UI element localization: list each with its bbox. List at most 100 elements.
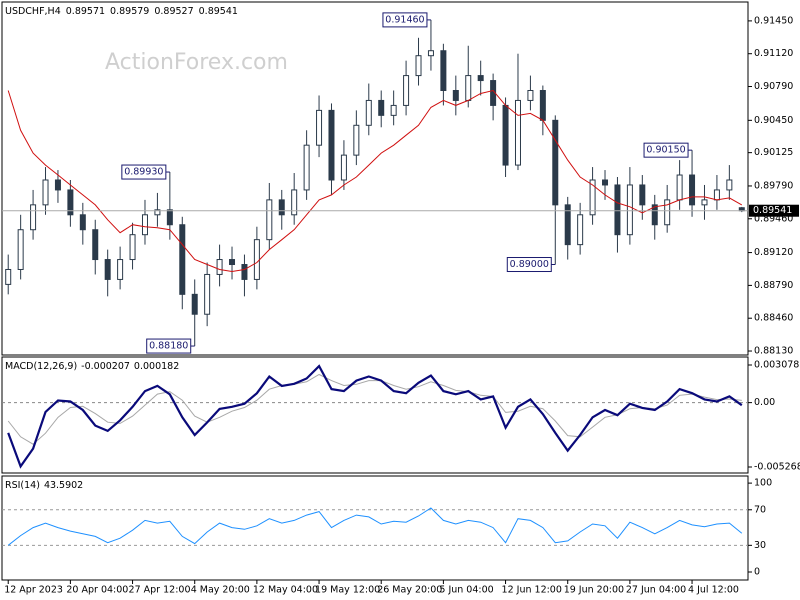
symbol: USDCHF,H4 <box>5 6 61 17</box>
pane-title: MACD(12,26,9) -0.000207 0.000182 <box>5 361 179 372</box>
pane-frame <box>1 1 749 356</box>
y-tick-label: 70 <box>754 504 766 515</box>
candle-body <box>465 75 472 101</box>
y-tick-label: 0.90790 <box>754 81 793 92</box>
candle-body <box>502 104 509 166</box>
y-tick-label: 0.90125 <box>754 147 793 158</box>
candle-body <box>664 199 671 226</box>
candle-body <box>365 99 372 126</box>
candle-body <box>378 99 385 116</box>
candle-body <box>403 75 410 106</box>
y-tick-label: -0.005268 <box>754 461 800 472</box>
candle-body <box>67 189 74 216</box>
ohlc-value: 0.89541 <box>199 6 238 17</box>
x-tick-label: 5 Jun 04:00 <box>439 585 493 596</box>
candle-body <box>104 259 111 280</box>
x-tick-label: 12 May 04:00 <box>253 585 318 596</box>
candle-body <box>179 224 186 295</box>
candle-body <box>303 144 310 191</box>
annotation-label: 0.88180 <box>149 341 188 352</box>
candle-body <box>42 179 49 206</box>
candle-body <box>141 214 148 236</box>
candle-body <box>30 204 37 231</box>
y-tick-label: 0.89120 <box>754 247 793 258</box>
pane-frame <box>1 356 749 474</box>
y-tick-label: 0.88790 <box>754 280 793 291</box>
candle-body <box>440 50 447 91</box>
annotation-label: 0.91460 <box>385 14 424 25</box>
x-tick-label: 19 May 12:00 <box>315 585 380 596</box>
candle-body <box>191 293 198 315</box>
candle-body <box>241 264 248 280</box>
annotation-label: 0.89000 <box>510 259 549 270</box>
indicator-value: 43.5902 <box>44 480 83 491</box>
candle-body <box>602 179 609 186</box>
y-tick-label: 100 <box>754 478 772 489</box>
candle-body <box>54 179 61 191</box>
candle-body <box>676 174 683 201</box>
candle-body <box>328 109 335 181</box>
y-tick-label: 0.90450 <box>754 115 793 126</box>
annotation-box <box>146 338 192 354</box>
candle-body <box>79 214 86 231</box>
annotation-box <box>506 257 552 273</box>
candle-body <box>539 89 546 121</box>
candle-body <box>17 229 24 270</box>
candle-body <box>701 199 708 206</box>
candle-body <box>92 229 99 261</box>
candle-body <box>353 124 360 156</box>
annotation-box <box>121 164 167 180</box>
ohlc-value: 0.89579 <box>110 6 149 17</box>
candle-body <box>229 259 236 266</box>
y-tick-label: 0.88460 <box>754 313 793 324</box>
series-line <box>7 364 743 469</box>
y-tick-label: 0.003078 <box>754 360 799 371</box>
annotation-label: 0.90150 <box>646 145 685 156</box>
y-tick-label: 30 <box>754 540 766 551</box>
candle-body <box>204 273 211 315</box>
x-tick-label: 12 Jun 12:00 <box>502 585 562 596</box>
candle-body <box>651 204 658 226</box>
y-tick-label: 0.88130 <box>754 346 793 357</box>
candle-body <box>154 209 161 216</box>
candle-body <box>316 109 323 146</box>
x-tick-label: 20 Apr 04:00 <box>66 585 128 596</box>
y-tick-label: 0 <box>754 567 760 578</box>
annotation-label: 0.89930 <box>124 167 163 178</box>
price-tag <box>749 204 799 217</box>
y-tick-label: 0.89790 <box>754 180 793 191</box>
annotation-box <box>382 12 428 28</box>
x-tick-label: 12 Apr 2023 <box>4 585 63 596</box>
candle-body <box>216 259 223 275</box>
x-tick-label: 19 Jun 20:00 <box>564 585 624 596</box>
candle-body <box>266 199 273 241</box>
chart-title: USDCHF,H4 0.89571 0.89579 0.89527 0.89541 <box>5 6 238 17</box>
ohlc-value: 0.89571 <box>66 6 105 17</box>
x-tick-label: 27 Apr 12:00 <box>129 585 191 596</box>
y-tick-label: 0.89460 <box>754 213 793 224</box>
candle-body <box>291 189 298 216</box>
indicator-value: 0.000182 <box>134 361 179 372</box>
candle-body <box>253 239 260 280</box>
candle-body <box>689 174 696 206</box>
price-tag-label: 0.89541 <box>753 205 792 216</box>
candle-body <box>452 89 459 101</box>
candle-body <box>639 184 646 206</box>
candle-body <box>415 55 422 77</box>
series-line <box>7 89 743 273</box>
pane-title: RSI(14) 43.5902 <box>5 480 83 491</box>
candle-body <box>713 189 720 201</box>
annotation-box <box>643 142 689 158</box>
ohlc-value: 0.89527 <box>154 6 193 17</box>
candle-body <box>427 50 434 57</box>
indicator-value: -0.000207 <box>81 361 130 372</box>
candle-body <box>626 184 633 236</box>
x-tick-label: 4 May 20:00 <box>191 585 250 596</box>
y-tick-label: 0.00 <box>754 397 775 408</box>
candle-body <box>577 214 584 246</box>
candle-body <box>117 259 124 280</box>
candle-body <box>726 179 733 191</box>
indicator: RSI(14) <box>5 480 40 491</box>
